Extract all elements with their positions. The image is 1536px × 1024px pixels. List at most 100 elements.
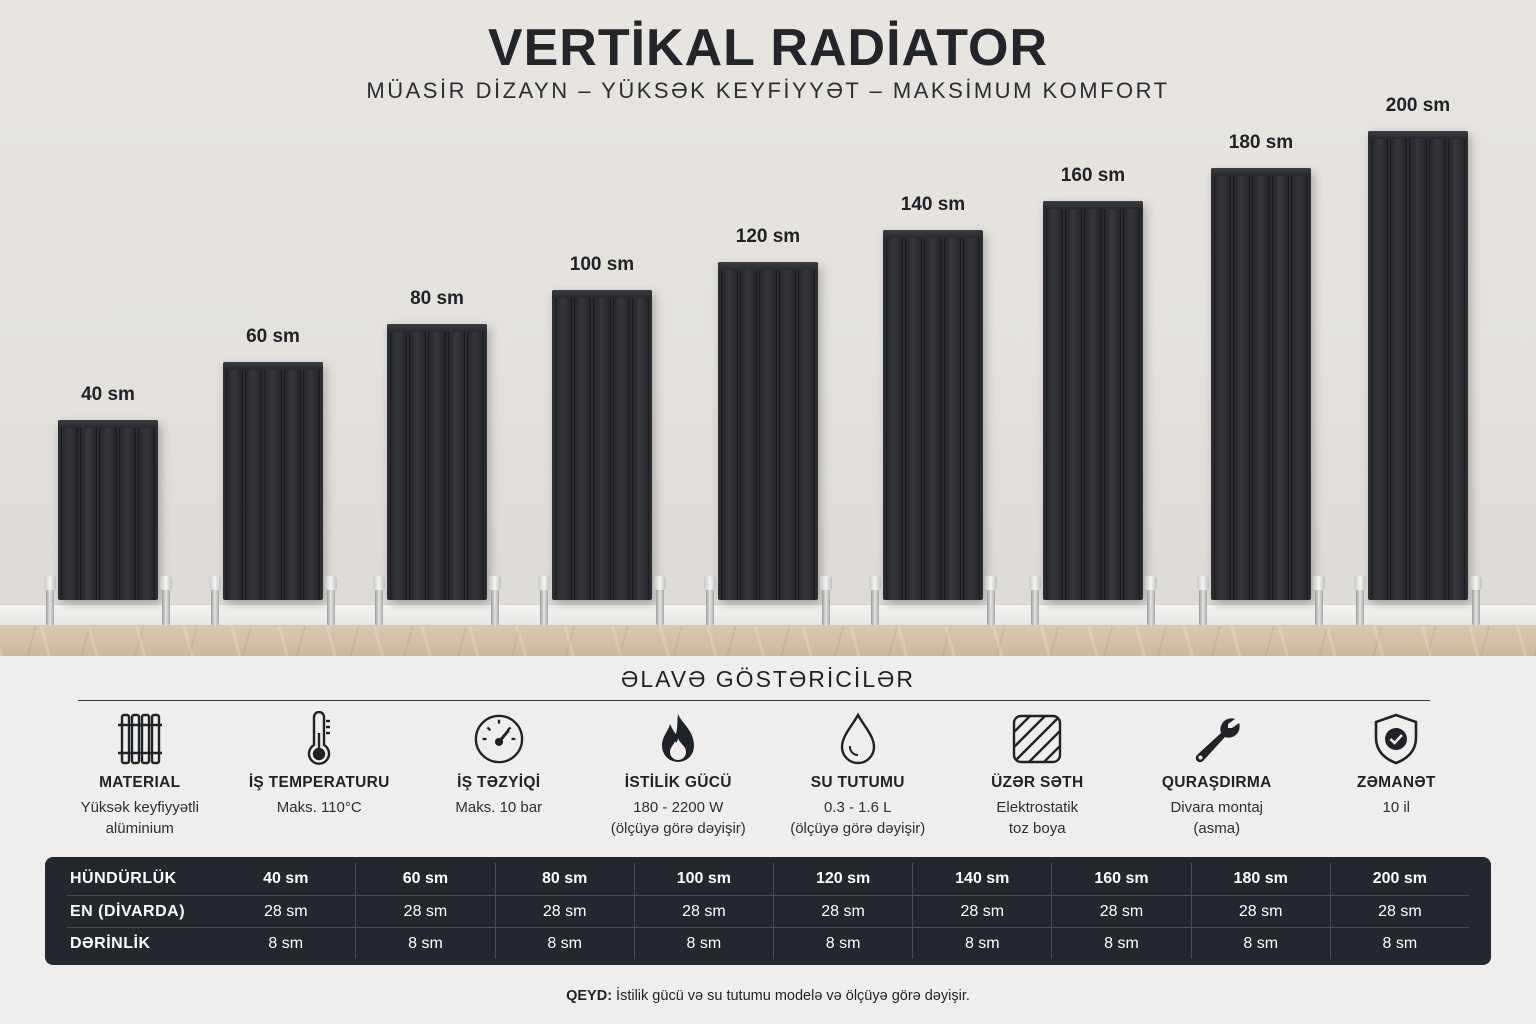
valve [1145, 576, 1157, 626]
table-row: DƏRİNLİK 8 sm 8 sm 8 sm 8 sm 8 sm 8 sm 8… [67, 927, 1469, 959]
feature-description: Divara montaj (asma) [1170, 797, 1263, 839]
table-cell: 28 sm [1051, 896, 1190, 927]
radiator-fin [428, 324, 446, 600]
feature-heat-output: İSTİLİK GÜCÜ 180 - 2200 W (ölçüyə görə d… [589, 710, 769, 850]
radiator-fin [631, 290, 650, 600]
table-cell: 80 sm [494, 863, 634, 895]
radiator: 160 sm [1029, 165, 1157, 626]
radiator-height-label: 120 sm [735, 226, 801, 247]
table-cell: 8 sm [494, 928, 634, 959]
valve [869, 576, 881, 626]
valve [985, 576, 997, 626]
radiator-fin [555, 290, 573, 600]
footnote-label: QEYD: [566, 988, 613, 1004]
radiator-fin [1252, 168, 1270, 600]
valve [1313, 576, 1325, 626]
table-cell: 200 sm [1329, 863, 1469, 895]
feature-working-pressure: İŞ TƏZYİQİ Maks. 10 bar [409, 710, 589, 850]
feature-description: 180 - 2200 W (ölçüyə görə dəyişir) [611, 797, 746, 839]
radiator-fin [1046, 201, 1064, 600]
feature-title: ÜZƏR SƏTH [991, 774, 1084, 791]
radiator-fin [1103, 201, 1121, 600]
valve [1354, 576, 1366, 626]
baseboard [0, 604, 1536, 626]
valve [325, 576, 337, 626]
radiator-fin [1290, 168, 1309, 600]
table-cell: 8 sm [355, 928, 494, 959]
radiator-height-label: 160 sm [1060, 165, 1126, 186]
feature-description: Maks. 10 bar [455, 797, 542, 818]
radiator-fin [1065, 201, 1083, 600]
radiator-body [538, 290, 666, 626]
radiator-cap [58, 420, 158, 428]
table-cell: 160 sm [1051, 863, 1190, 895]
radiator-height-label: 80 sm [410, 288, 464, 309]
section-title: ƏLAVƏ GÖSTƏRİCİLƏR [621, 666, 915, 692]
radiator-body [373, 324, 501, 626]
dimensions-table: HÜNDÜRLÜK 40 sm 60 sm 80 sm 100 sm 120 s… [45, 857, 1491, 965]
footnote: QEYD: İstilik gücü və su tutumu modelə v… [0, 988, 1536, 1004]
radiator-height-label: 60 sm [246, 326, 300, 347]
radiator-fin [1447, 131, 1466, 600]
footnote-text: İstilik gücü və su tutumu modelə və ölçü… [612, 988, 970, 1004]
radiator-fin [226, 362, 244, 600]
radiator-fin [264, 362, 282, 600]
radiator-cap [1043, 201, 1143, 209]
feature-desc-line: Maks. 10 bar [455, 799, 543, 816]
table-row: EN (DİVARDA) 28 sm 28 sm 28 sm 28 sm 28 … [67, 895, 1469, 927]
table-cell: 28 sm [1329, 896, 1469, 927]
radiator-cap [387, 324, 487, 332]
feature-description: Maks. 110°C [277, 797, 362, 818]
radiator-fin [245, 362, 263, 600]
radiator-fin [1371, 131, 1389, 600]
radiator-fin [593, 290, 611, 600]
feature-desc-line: toz boya [1008, 820, 1066, 837]
radiator-fin [390, 324, 408, 600]
valve [1029, 576, 1041, 626]
radiator-fin [283, 362, 301, 600]
feature-description: Yüksək keyfiyyətli alüminium [81, 797, 199, 839]
radiator-fin [740, 262, 758, 600]
radiator-height-label: 180 sm [1228, 132, 1294, 153]
table-cell: 60 sm [355, 863, 494, 895]
radiator-fin [759, 262, 777, 600]
radiator-fin [1409, 131, 1427, 600]
valve [654, 576, 666, 626]
radiator-fin [80, 420, 98, 600]
radiator-cap [718, 262, 818, 270]
page-title: VERTİKAL RADİATOR [487, 19, 1049, 77]
radiator-fin [797, 262, 816, 600]
radiator-fin [574, 290, 592, 600]
radiator: 40 sm [44, 384, 172, 626]
radiator-fin [118, 420, 136, 600]
feature-desc-line: (ölçüyə görə dəyişir) [610, 820, 746, 837]
table-cell: 28 sm [772, 896, 912, 927]
flame-icon [652, 710, 704, 768]
thermometer-icon [293, 710, 345, 768]
radiator-fin [1271, 168, 1289, 600]
radiator-fin [1084, 201, 1102, 600]
radiator-fin [1233, 168, 1251, 600]
radiator: 100 sm [538, 254, 666, 626]
feature-title: QURAŞDIRMA [1161, 774, 1272, 791]
feature-title: İSTİLİK GÜCÜ [624, 774, 732, 791]
radiator-height-label: 100 sm [569, 254, 635, 275]
radiator-fin [302, 362, 321, 600]
radiator: 140 sm [869, 194, 997, 626]
radiator-cap [1368, 131, 1468, 139]
radiator-fin [943, 230, 961, 600]
table-cell: 180 sm [1190, 863, 1330, 895]
radiator-fin [447, 324, 465, 600]
radiator-fin [778, 262, 796, 600]
table-cell: 140 sm [912, 863, 1051, 895]
radiator-body [1029, 201, 1157, 626]
feature-title: ZƏMANƏT [1356, 774, 1436, 791]
radiator-fin [1390, 131, 1408, 600]
radiator-fin [924, 230, 942, 600]
radiator-fin [1214, 168, 1232, 600]
feature-title: İŞ TEMPERATURU [248, 774, 390, 791]
shield-check-icon [1370, 710, 1422, 768]
table-cell: 28 sm [355, 896, 494, 927]
radiator-cap [552, 290, 652, 298]
radiator-body [704, 262, 832, 626]
